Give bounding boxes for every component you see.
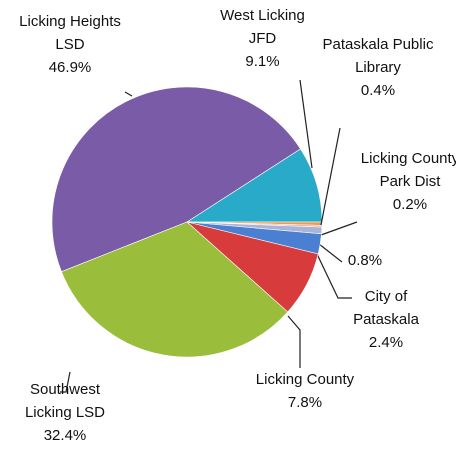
value-label: 0.8%	[347, 252, 383, 269]
leader-line	[320, 221, 358, 236]
category-label: Licking County	[255, 371, 355, 388]
slice-label: West Licking JFD 9.1%	[205, 4, 320, 73]
slice-label: Licking County Park Dist 0.2%	[360, 147, 456, 216]
category-label: City of Pataskala	[353, 288, 419, 328]
leader-line	[318, 243, 343, 263]
slice-label: 0.8%	[335, 249, 395, 272]
slice-label: Licking Heights LSD 46.9%	[10, 10, 130, 79]
leader-line	[319, 127, 341, 231]
category-label: Southwest Licking LSD	[24, 381, 106, 421]
pie-slice	[61, 221, 289, 358]
slice-label: City of Pataskala 2.4%	[336, 285, 436, 354]
value-label: 9.1%	[245, 53, 280, 70]
value-label: 7.8%	[287, 394, 323, 411]
slice-label: Pataskala Public Library 0.4%	[318, 33, 438, 102]
value-label: 0.2%	[392, 196, 428, 213]
category-label: Licking County Park Dist	[360, 150, 456, 190]
category-label: Pataskala Public Library	[322, 36, 434, 76]
leader-line	[60, 371, 71, 393]
leader-line	[124, 91, 133, 97]
category-label: West Licking JFD	[220, 7, 305, 47]
slice-label: Licking County 7.8%	[255, 368, 355, 414]
leader-line	[287, 315, 301, 368]
value-label: 2.4%	[368, 334, 404, 351]
pie-slice	[51, 86, 301, 273]
value-label: 46.9%	[48, 59, 92, 76]
leader-line	[299, 79, 313, 169]
slice-label: Southwest Licking LSD 32.4%	[10, 378, 120, 447]
category-label: Licking Heights LSD	[19, 13, 121, 53]
value-label: 32.4%	[43, 427, 87, 444]
value-label: 0.4%	[360, 82, 396, 99]
leader-line	[316, 253, 352, 299]
